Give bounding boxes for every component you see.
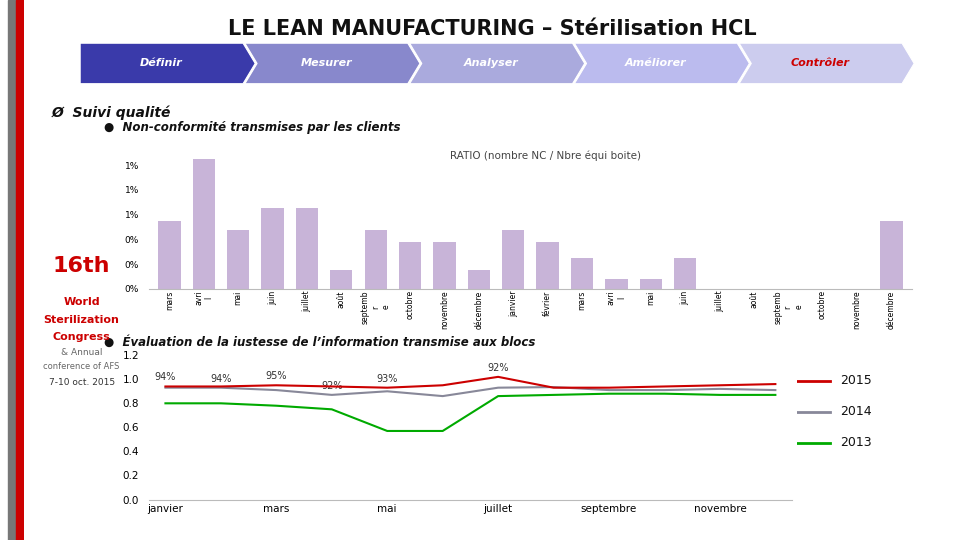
Bar <box>261 208 284 289</box>
Polygon shape <box>80 43 255 84</box>
Bar <box>571 258 593 289</box>
Bar <box>502 230 524 289</box>
Bar <box>468 271 490 289</box>
Text: 2015: 2015 <box>840 374 872 387</box>
Text: Ø  Suivi qualité: Ø Suivi qualité <box>52 105 172 120</box>
Text: Mesurer: Mesurer <box>300 58 352 69</box>
Text: Contrôler: Contrôler <box>791 58 850 69</box>
Text: RATIO (nombre NC / Nbre équi boite): RATIO (nombre NC / Nbre équi boite) <box>450 151 641 161</box>
Text: World: World <box>63 297 100 307</box>
Text: 95%: 95% <box>266 371 287 381</box>
Text: & Annual: & Annual <box>60 348 103 357</box>
Bar <box>296 208 318 289</box>
Text: 93%: 93% <box>376 374 397 384</box>
Bar <box>15 0 24 540</box>
Bar <box>158 221 180 289</box>
Bar <box>880 221 902 289</box>
Polygon shape <box>245 43 420 84</box>
Text: 94%: 94% <box>155 372 176 382</box>
Text: 7-10 oct. 2015: 7-10 oct. 2015 <box>49 378 114 387</box>
Text: Analyser: Analyser <box>464 58 518 69</box>
Bar <box>399 242 421 289</box>
Text: LE LEAN MANUFACTURING – Stérilisation HCL: LE LEAN MANUFACTURING – Stérilisation HC… <box>228 19 756 39</box>
Text: Définir: Définir <box>140 58 183 69</box>
Text: Sterilization: Sterilization <box>43 314 120 325</box>
Text: 2013: 2013 <box>840 436 872 449</box>
Text: 92%: 92% <box>488 363 509 373</box>
Text: ●  Évaluation de la justesse de l’information transmise aux blocs: ● Évaluation de la justesse de l’informa… <box>104 335 535 349</box>
Bar <box>227 230 250 289</box>
Text: ●  Non-conformité transmises par les clients: ● Non-conformité transmises par les clie… <box>104 122 400 134</box>
Bar <box>330 271 352 289</box>
Text: Congress: Congress <box>53 332 110 342</box>
Text: 16th: 16th <box>53 256 110 276</box>
Bar <box>605 279 628 289</box>
Polygon shape <box>739 43 914 84</box>
Bar <box>193 159 215 289</box>
Bar <box>674 258 696 289</box>
Polygon shape <box>574 43 750 84</box>
Text: Améliorer: Améliorer <box>625 58 686 69</box>
Bar <box>639 279 661 289</box>
Bar <box>9 0 15 540</box>
Bar <box>433 242 456 289</box>
Bar <box>365 230 387 289</box>
Text: 2014: 2014 <box>840 406 872 419</box>
Text: conference of AFS: conference of AFS <box>43 362 120 371</box>
Bar <box>537 242 559 289</box>
Text: 94%: 94% <box>210 374 231 384</box>
Text: 92%: 92% <box>321 381 343 391</box>
Polygon shape <box>410 43 585 84</box>
